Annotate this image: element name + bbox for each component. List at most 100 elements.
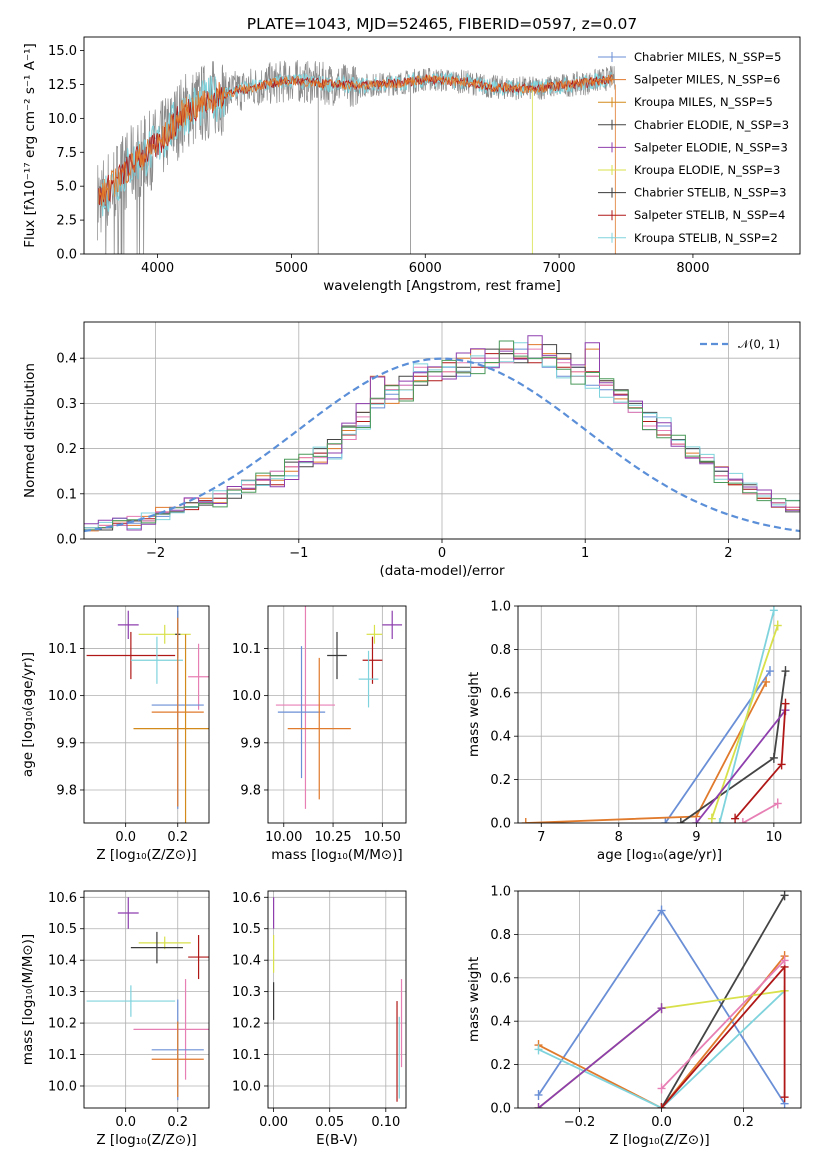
y-tick-label: 0.2: [490, 773, 511, 788]
axes-frame: [267, 605, 407, 824]
x-tick-label: 1: [581, 546, 589, 561]
axes-frame: [83, 36, 801, 255]
plot-marks: [84, 335, 800, 533]
model-fit-line: [98, 71, 614, 217]
y-tick-label: 10.0: [48, 112, 77, 127]
y-tick-label: 12.5: [48, 78, 77, 93]
y-axis-label: mass weight: [466, 672, 482, 757]
y-axis-label: mass weight: [466, 957, 482, 1042]
x-axis-label: Z [log₁₀(Z/Z⊙)]: [609, 1132, 709, 1148]
x-tick-label: 0.2: [733, 1115, 754, 1130]
x-tick-label: 9: [692, 830, 700, 845]
y-axis-label: age [log₁₀(age/yr)]: [20, 652, 36, 777]
y-tick-label: 0.2: [490, 1058, 511, 1073]
x-tick-label: 0.2: [167, 1115, 188, 1130]
y-tick-label: 10.1: [48, 642, 77, 657]
plot-marks: [534, 891, 789, 1108]
x-axis-label: age [log₁₀(age/yr)]: [597, 847, 722, 863]
plot-marks: [97, 60, 616, 254]
x-tick-label: 5000: [275, 261, 308, 276]
weight-series-line: [742, 802, 779, 823]
y-tick-label: 2.5: [56, 214, 77, 229]
plot-marks: [521, 606, 790, 823]
x-tick-label: 6000: [409, 261, 442, 276]
y-axis-label: mass [log₁₀(M/M⊙)]: [20, 934, 36, 1065]
axes-frame: [83, 890, 210, 1109]
plot-marks: [86, 606, 209, 823]
plot-area: [268, 891, 406, 1108]
y-tick-label: 0.0: [56, 533, 77, 548]
y-tick-label: 10.0: [232, 1079, 261, 1094]
y-tick-label: 1.0: [490, 600, 511, 615]
x-tick-label: 10: [766, 830, 783, 845]
legend-label: Chabrier STELIB, N_SSP=3: [634, 186, 786, 200]
y-tick-label: 10.0: [48, 1079, 77, 1094]
panel-mass_vs_Z: 0.0 0.2 10.0 10.1 10.2 10.3 10.4 10.5 10.6 Z [log…: [20, 890, 210, 1148]
y-tick-label: 10.1: [232, 642, 261, 657]
x-axis-label: E(B-V): [316, 1132, 358, 1148]
x-axis-label: wavelength [Angstrom, rest frame]: [323, 278, 561, 294]
y-tick-label: 0.6: [490, 971, 511, 986]
legend-label: 𝒩(0, 1): [738, 337, 780, 351]
y-tick-label: 0.0: [56, 248, 77, 263]
x-tick-label: −2: [146, 546, 165, 561]
y-tick-label: 10.5: [48, 922, 77, 937]
axes-frame: [83, 605, 210, 824]
y-tick-label: 0.4: [56, 352, 77, 367]
x-axis-label: Z [log₁₀(Z/Z⊙)]: [96, 847, 196, 863]
y-tick-label: 10.6: [48, 891, 77, 906]
x-tick-label: −1: [289, 546, 308, 561]
x-tick-label: 10.25: [314, 830, 351, 845]
panel-age_vs_mass: 10.00 10.25 10.50 9.8 9.9 10.0 10.1 mass [log₁₀…: [232, 605, 407, 863]
y-tick-label: 15.0: [48, 44, 77, 59]
y-tick-label: 10.4: [48, 954, 77, 969]
x-tick-label: 8: [615, 830, 623, 845]
y-tick-label: 10.1: [48, 1048, 77, 1063]
x-axis-label: Z [log₁₀(Z/Z⊙)]: [96, 1132, 196, 1148]
axes-frame: [517, 890, 802, 1109]
x-axis-label: mass [log₁₀(M/M⊙)]: [271, 847, 402, 863]
y-tick-label: 0.3: [56, 397, 77, 412]
y-tick-label: 0.8: [490, 643, 511, 658]
x-tick-label: 0.10: [371, 1115, 400, 1130]
y-tick-label: 0.4: [490, 1015, 511, 1030]
x-tick-label: 0.05: [315, 1115, 344, 1130]
panel-age_vs_Z: 0.0 0.2 9.8 9.9 10.0 10.1 Z [log₁₀(Z/Z⊙)] age […: [20, 605, 210, 863]
normal-curve: [84, 357, 800, 533]
x-tick-label: 0.0: [651, 1115, 672, 1130]
weight-series-line: [695, 709, 787, 823]
y-tick-label: 9.8: [240, 783, 261, 798]
panel-mass_vs_ebv: 0.00 0.05 0.10 10.0 10.1 10.2 10.3 10.4 10.5 10.6…: [232, 890, 407, 1148]
legend-label: Kroupa MILES, N_SSP=5: [634, 95, 773, 109]
y-tick-label: 0.8: [490, 928, 511, 943]
plot-area: [84, 606, 209, 823]
legend-label: Chabrier ELODIE, N_SSP=3: [634, 118, 789, 132]
x-tick-label: 0.2: [167, 830, 188, 845]
x-tick-label: 7000: [543, 261, 576, 276]
plot-marks: [86, 897, 209, 1101]
plot-area: [518, 891, 801, 1108]
plot-marks: [273, 897, 403, 1102]
y-tick-label: 10.5: [232, 922, 261, 937]
y-tick-label: 0.1: [56, 487, 77, 502]
y-tick-label: 5.0: [56, 180, 77, 195]
chart-title: PLATE=1043, MJD=52465, FIBERID=0597, z=0…: [247, 15, 637, 33]
legend-label: Kroupa ELODIE, N_SSP=3: [634, 163, 780, 177]
panel-weight_vs_Z: −0.2 0.0 0.2 0.0 0.2 0.4 0.6 0.8 1.0 Z [log₁₀(Z/Z…: [466, 885, 802, 1148]
plot-marks: [275, 606, 403, 809]
y-tick-label: 0.2: [56, 442, 77, 457]
legend: Chabrier MILES, N_SSP=5 Salpeter MILES, N…: [598, 50, 789, 245]
y-tick-label: 9.9: [56, 736, 77, 751]
model-fit-line: [98, 74, 613, 207]
x-tick-label: 7: [537, 830, 545, 845]
y-axis-label: Flux [fλ10⁻¹⁷ erg cm⁻² s⁻¹ A⁻¹]: [22, 43, 38, 248]
y-tick-label: 0.4: [490, 730, 511, 745]
x-tick-label: 10.00: [265, 830, 302, 845]
x-tick-label: 0.0: [115, 1115, 136, 1130]
panel-residuals: −2 −1 0 1 2 0.0 0.1 0.2 0.3 0.4 (data-model)/error…: [22, 321, 801, 579]
y-tick-label: 10.4: [232, 954, 261, 969]
x-tick-label: 0: [438, 546, 446, 561]
legend: 𝒩(0, 1): [700, 337, 780, 351]
x-tick-label: 0.00: [259, 1115, 288, 1130]
